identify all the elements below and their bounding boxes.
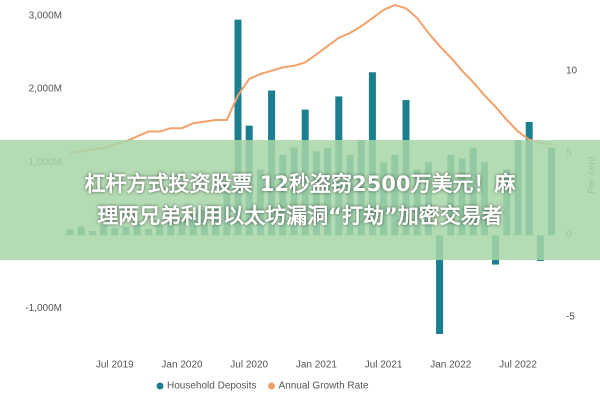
banner-line: 理两兄弟利用以太坊漏洞“打劫”加密交易者 — [97, 204, 503, 228]
overlay-banner: 杠杆方式投资股票 12秒盗窃2500万美元！麻 理两兄弟利用以太坊漏洞“打劫”加… — [0, 140, 600, 260]
x-tick-label: Jul 2020 — [230, 360, 268, 371]
y2-tick-label: -5 — [566, 312, 575, 323]
y-tick-label: 3,000M — [29, 11, 62, 22]
banner-line: 杠杆方式投资股票 12秒盗窃2500万美元！麻 — [84, 172, 516, 196]
x-tick-label: Jan 2021 — [296, 360, 338, 371]
legend-label: Household Deposits — [167, 381, 257, 392]
x-tick-label: Jan 2022 — [430, 360, 472, 371]
x-tick-label: Jul 2021 — [365, 360, 403, 371]
x-tick-label: Jul 2022 — [499, 360, 537, 371]
legend-swatch — [156, 382, 164, 390]
legend-label: Annual Growth Rate — [279, 381, 369, 392]
x-tick-label: Jul 2019 — [96, 360, 134, 371]
line — [69, 3, 552, 154]
legend-swatch — [268, 382, 275, 390]
y2-tick-label: 10 — [566, 65, 578, 76]
y-tick-label: -1,000M — [25, 303, 62, 314]
bar — [436, 235, 444, 335]
bar — [234, 19, 242, 236]
y-tick-label: 2,000M — [29, 84, 62, 95]
x-tick-label: Jan 2020 — [161, 360, 203, 371]
